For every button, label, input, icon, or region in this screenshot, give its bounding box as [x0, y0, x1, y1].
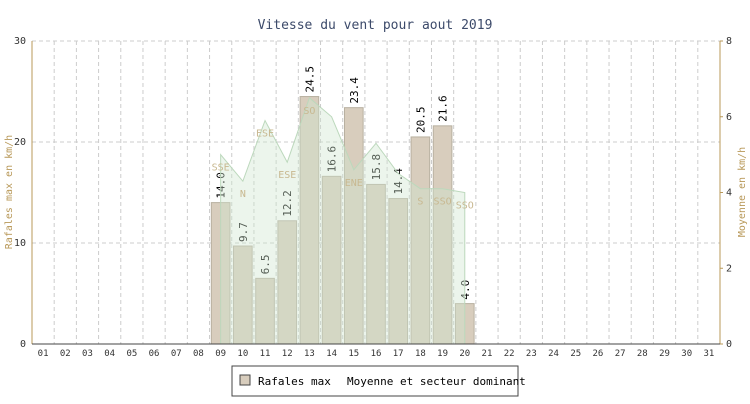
sector-label: ENE — [345, 178, 363, 189]
x-tick-label: 28 — [637, 349, 648, 359]
x-tick-label: 19 — [437, 349, 448, 359]
x-tick-label: 13 — [304, 349, 315, 359]
x-tick-label: 27 — [615, 349, 626, 359]
x-tick-label: 01 — [38, 349, 49, 359]
value-label: 16.6 — [326, 146, 339, 173]
x-tick-label: 30 — [681, 349, 692, 359]
y2-tick-label: 2 — [726, 263, 732, 274]
x-tick-label: 02 — [60, 349, 71, 359]
x-tick-label: 12 — [282, 349, 293, 359]
y-tick-label: 20 — [14, 137, 26, 148]
x-tick-label: 23 — [526, 349, 537, 359]
legend-label: Moyenne et secteur dominant — [347, 375, 526, 388]
sector-label: SSO — [456, 201, 474, 212]
x-tick-label: 15 — [348, 349, 359, 359]
y2-tick-label: 0 — [726, 339, 732, 350]
x-tick-label: 11 — [260, 349, 271, 359]
y-tick-label: 0 — [20, 339, 26, 350]
x-tick-label: 06 — [149, 349, 160, 359]
chart-title: Vitesse du vent pour aout 2019 — [258, 18, 493, 33]
x-tick-label: 05 — [126, 349, 137, 359]
x-tick-label: 16 — [371, 349, 382, 359]
y2-tick-label: 8 — [726, 36, 732, 47]
x-tick-label: 26 — [593, 349, 604, 359]
value-label: 6.5 — [259, 254, 272, 274]
x-tick-label: 10 — [237, 349, 248, 359]
sector-label: SSE — [212, 163, 230, 174]
x-tick-label: 24 — [548, 349, 559, 359]
value-label: 15.8 — [370, 154, 383, 181]
sector-label: SO — [303, 106, 315, 117]
x-tick-label: 03 — [82, 349, 93, 359]
value-label: 24.5 — [303, 66, 316, 93]
sector-label: SSO — [434, 197, 452, 208]
x-tick-label: 18 — [415, 349, 426, 359]
sector-label: ESE — [256, 129, 274, 140]
x-tick-label: 20 — [459, 349, 470, 359]
x-tick-label: 04 — [104, 349, 115, 359]
x-tick-label: 21 — [482, 349, 493, 359]
y2-tick-label: 6 — [726, 112, 732, 123]
value-label: 14.4 — [392, 168, 405, 195]
sector-label: N — [240, 189, 246, 200]
y-axis-label: Rafales max en km/h — [4, 135, 15, 249]
y2-axis-label: Moyenne en km/h — [737, 147, 748, 237]
x-tick-label: 17 — [393, 349, 404, 359]
x-tick-label: 31 — [703, 349, 714, 359]
legend-label: Rafales max — [258, 375, 331, 388]
x-tick-label: 09 — [215, 349, 226, 359]
sector-label: S — [417, 197, 423, 208]
x-tick-label: 07 — [171, 349, 182, 359]
value-label: 20.5 — [414, 106, 427, 133]
area — [220, 96, 466, 345]
value-label: 12.2 — [281, 190, 294, 217]
sector-label: ESE — [278, 170, 296, 181]
x-tick-label: 29 — [659, 349, 670, 359]
legend-swatch — [239, 374, 251, 386]
x-tick-label: 22 — [504, 349, 515, 359]
x-tick-label: 14 — [326, 349, 337, 359]
y2-tick-label: 4 — [726, 188, 732, 199]
legend-box — [231, 365, 519, 397]
x-tick-label: 25 — [570, 349, 581, 359]
y-tick-label: 10 — [14, 238, 26, 249]
x-tick-label: 08 — [193, 349, 204, 359]
value-label: 9.7 — [237, 222, 250, 242]
value-label: 21.6 — [437, 95, 450, 122]
value-label: 23.4 — [348, 77, 361, 104]
y-tick-label: 30 — [14, 36, 26, 47]
